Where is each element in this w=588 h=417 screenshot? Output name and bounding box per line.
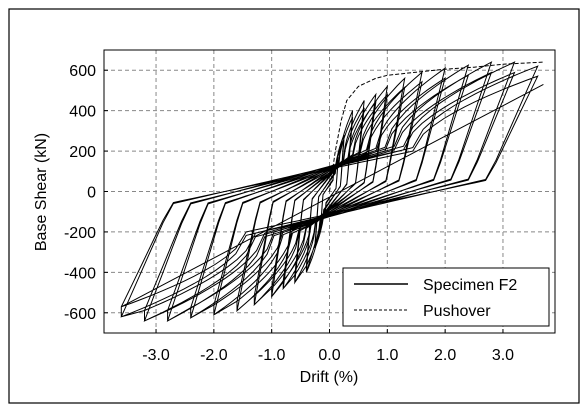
series-pushover-line [329,61,544,192]
y-tick-label: -600 [64,306,96,323]
y-tick-label: 400 [69,104,96,121]
y-axis: 600 400 200 0 -200 -400 -600 [64,63,108,323]
x-tick-label: 3.0 [492,347,514,364]
legend: Specimen F2 Pushover [342,267,550,327]
y-tick-label: -400 [64,265,96,282]
y-tick-label: 200 [69,144,96,161]
legend-box [342,267,550,327]
x-tick-label: 1.0 [376,347,398,364]
plot-area [120,61,544,322]
y-tick-label: 600 [69,63,96,80]
y-tick-label: 0 [87,185,96,202]
legend-label-specimen: Specimen F2 [423,277,517,294]
legend-label-pushover: Pushover [423,303,491,320]
x-tick-label: -1.0 [258,347,286,364]
y-tick-label: -200 [64,225,96,242]
x-tick-label: 2.0 [434,347,456,364]
x-axis-label: Drift (%) [300,369,359,386]
series-specimen-f2-line [120,61,544,322]
x-tick-label: -2.0 [200,347,228,364]
x-axis: -3.0 -2.0 -1.0 0.0 1.0 2.0 3.0 [142,329,514,364]
x-tick-label: -3.0 [142,347,170,364]
y-axis-label: Base Shear (kN) [33,133,50,251]
x-tick-label: 0.0 [318,347,340,364]
